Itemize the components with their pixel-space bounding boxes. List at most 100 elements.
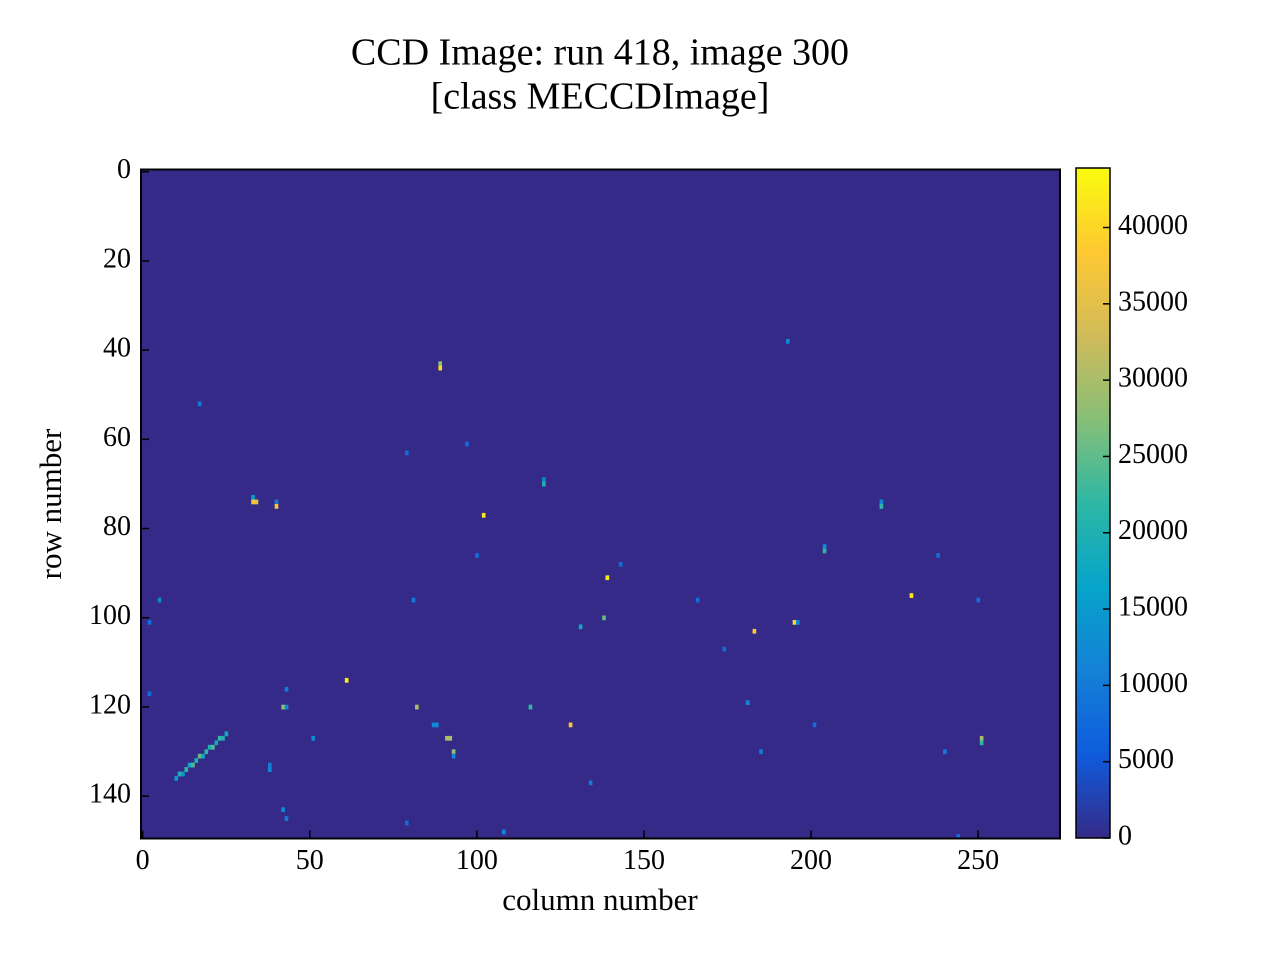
x-tick-label: 50	[296, 845, 324, 876]
pixel	[217, 735, 222, 741]
pixel	[542, 481, 546, 487]
pixel	[267, 762, 272, 768]
y-tick-label: 20	[103, 243, 131, 274]
pixel	[909, 593, 914, 598]
pixel	[147, 691, 152, 697]
pixel	[759, 749, 763, 755]
pixel	[254, 499, 259, 505]
pixel	[605, 575, 610, 581]
x-tick-label: 250	[957, 845, 999, 876]
pixel	[197, 401, 202, 407]
colorbar-tick-label: 35000	[1118, 286, 1188, 317]
colorbar-tick-label: 0	[1118, 820, 1132, 851]
pixel	[936, 553, 940, 558]
colorbar-tick-label: 5000	[1118, 744, 1174, 775]
pixel	[445, 735, 449, 741]
pixel	[267, 767, 272, 772]
pixel	[281, 807, 285, 813]
pixel	[284, 816, 289, 821]
pixel	[956, 834, 961, 839]
colorbar-tick-label: 15000	[1118, 591, 1188, 622]
pixel	[785, 338, 790, 344]
pixel	[451, 753, 456, 759]
pixel	[481, 512, 486, 518]
x-tick-label: 200	[790, 845, 832, 876]
pixel	[174, 776, 179, 781]
pixel	[822, 548, 827, 554]
y-tick-label: 80	[103, 511, 131, 542]
pixel	[311, 735, 316, 741]
y-tick-label: 140	[89, 779, 131, 810]
x-tick-label: 100	[456, 845, 498, 876]
pixel	[274, 504, 279, 509]
pixel	[578, 624, 583, 630]
pixel	[187, 762, 192, 768]
pixel	[528, 704, 533, 710]
pixel	[204, 749, 209, 755]
y-tick-label: 100	[89, 600, 131, 631]
colorbar-tick-label: 40000	[1118, 210, 1188, 241]
pixel	[438, 365, 443, 371]
pixel	[405, 450, 409, 456]
pixel	[147, 619, 152, 625]
pixel	[411, 597, 416, 603]
pixel	[475, 553, 479, 558]
pixel	[465, 441, 469, 447]
colorbar	[1075, 167, 1111, 839]
pixel	[822, 544, 827, 549]
pixel	[602, 615, 606, 621]
image-background	[141, 169, 1060, 839]
y-tick-label: 40	[103, 333, 131, 364]
y-tick-label: 120	[89, 689, 131, 720]
pixel	[588, 780, 593, 786]
pixel	[438, 361, 443, 367]
pixel	[879, 499, 884, 505]
pixel	[281, 704, 285, 710]
pixel	[221, 735, 225, 741]
pixel	[618, 561, 623, 567]
pixel	[752, 628, 757, 634]
colorbar-tick-label: 30000	[1118, 363, 1188, 394]
pixel	[157, 597, 162, 603]
pixel	[214, 740, 219, 746]
x-tick-label: 150	[623, 845, 665, 876]
pixel	[745, 700, 750, 705]
pixel	[879, 504, 884, 509]
chart-title: [class MECCDImage]	[431, 76, 770, 118]
pixel	[722, 646, 727, 652]
colorbar-tick-label: 20000	[1118, 515, 1188, 546]
pixel	[251, 499, 255, 505]
x-tick-label: 0	[136, 845, 150, 876]
pixel	[284, 704, 289, 710]
y-tick-label: 60	[103, 422, 131, 453]
pixel	[344, 677, 349, 683]
pixel	[695, 597, 700, 603]
pixel	[405, 820, 409, 826]
pixel	[501, 829, 506, 835]
pixel	[201, 753, 205, 759]
pixel	[979, 740, 984, 746]
pixel	[979, 735, 984, 741]
pixel	[431, 722, 436, 728]
pixel	[812, 722, 817, 728]
pixel	[435, 722, 439, 728]
pixel	[795, 619, 800, 625]
pixel	[568, 722, 573, 728]
pixel	[274, 499, 279, 505]
pixel	[184, 767, 189, 772]
pixel	[211, 744, 215, 750]
pixel	[191, 762, 195, 768]
x-axis-label: column number	[502, 882, 698, 917]
pixel	[224, 731, 229, 737]
pixel	[251, 495, 255, 500]
pixel	[194, 758, 199, 763]
pixel	[448, 735, 453, 741]
y-tick-label: 0	[117, 154, 131, 185]
colorbar-tick-label: 10000	[1118, 668, 1188, 699]
pixel	[197, 753, 202, 759]
pixel	[207, 744, 212, 750]
pixel	[542, 477, 546, 482]
chart-title: CCD Image: run 418, image 300	[351, 32, 849, 74]
pixel	[177, 771, 182, 777]
